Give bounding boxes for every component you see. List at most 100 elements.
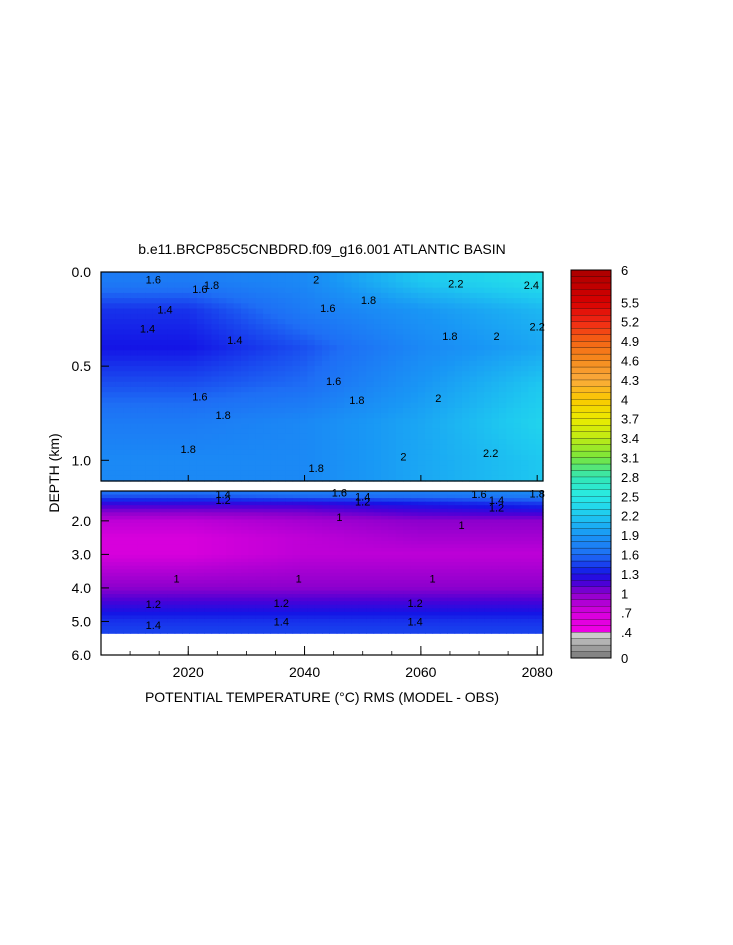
heatmap-cell [277, 508, 286, 513]
heatmap-cell [307, 537, 316, 542]
heatmap-cell [425, 277, 434, 284]
contour-label: 1.4 [355, 492, 370, 504]
heatmap-cell [344, 319, 353, 325]
heatmap-cell [233, 418, 242, 425]
heatmap-cell [218, 444, 227, 451]
heatmap-cell [469, 537, 478, 542]
heatmap-cell [226, 397, 235, 404]
heatmap-cell [152, 350, 161, 357]
heatmap-cell [403, 376, 411, 383]
heatmap-cell [439, 558, 448, 563]
heatmap-cell [167, 277, 176, 284]
heatmap-cell [108, 508, 117, 513]
heatmap-cell [388, 386, 397, 393]
heatmap-cell [358, 551, 367, 556]
heatmap-cell [307, 615, 316, 620]
heatmap-cell [506, 590, 515, 595]
heatmap-cell [366, 576, 375, 581]
heatmap-cell [439, 272, 448, 278]
heatmap-cell [329, 287, 338, 294]
heatmap-cell [204, 376, 213, 383]
heatmap-cell [101, 282, 109, 289]
heatmap-cell [204, 597, 213, 602]
heatmap-cell [410, 515, 419, 521]
heatmap-cell [513, 350, 522, 357]
heatmap-cell [159, 460, 168, 466]
heatmap-cell [432, 418, 441, 425]
heatmap-cell [115, 313, 124, 320]
heatmap-cell [380, 498, 389, 503]
heatmap-cell [520, 608, 529, 613]
heatmap-cell [454, 576, 463, 581]
heatmap-cell [380, 345, 389, 351]
heatmap-cell [395, 547, 404, 553]
heatmap-cell [211, 433, 220, 440]
heatmap-cell [115, 611, 124, 617]
heatmap-cell [167, 618, 176, 624]
heatmap-cell [292, 371, 301, 378]
heatmap-cell [115, 519, 124, 524]
heatmap-cell [520, 576, 529, 581]
heatmap-cell [314, 569, 323, 574]
heatmap-cell [307, 386, 316, 393]
heatmap-cell [476, 444, 485, 451]
x-tick-label: 2080 [522, 664, 553, 680]
heatmap-cell [285, 551, 294, 556]
heatmap-cell [344, 505, 353, 510]
heatmap-cell [373, 272, 382, 278]
heatmap-cell [498, 537, 507, 542]
heatmap-cell [520, 392, 529, 398]
heatmap-cell [196, 355, 205, 362]
heatmap-cell [528, 433, 537, 440]
heatmap-cell [344, 554, 353, 560]
heatmap-cell [240, 572, 249, 577]
heatmap-cell [329, 366, 338, 372]
heatmap-cell [196, 526, 205, 531]
heatmap-cell [388, 423, 397, 430]
heatmap-cell [196, 597, 205, 602]
heatmap-cell [395, 282, 404, 289]
heatmap-cell [248, 360, 257, 367]
heatmap-cell [270, 569, 279, 574]
heatmap-cell [152, 475, 161, 482]
heatmap-cell [277, 569, 286, 574]
heatmap-cell [513, 530, 522, 535]
heatmap-cell [498, 622, 507, 627]
heatmap-cell [447, 324, 456, 331]
colorbar-swatch [570, 450, 612, 458]
heatmap-cell [329, 392, 338, 398]
heatmap-cell [299, 562, 308, 567]
heatmap-cell [410, 618, 419, 624]
heatmap-cell [152, 512, 161, 517]
heatmap-cell [226, 579, 235, 585]
heatmap-cell [329, 629, 338, 634]
heatmap-cell [307, 590, 316, 595]
heatmap-cell [439, 376, 448, 383]
heatmap-cell [123, 303, 132, 310]
heatmap-cell [196, 501, 205, 506]
heatmap-cell [351, 460, 360, 466]
heatmap-cell [115, 292, 124, 299]
heatmap-cell [491, 439, 500, 446]
heatmap-cell [189, 515, 198, 521]
heatmap-cell [469, 444, 478, 451]
heatmap-cell [491, 494, 500, 499]
heatmap-cell [469, 590, 478, 595]
heatmap-cell [322, 334, 330, 341]
heatmap-cell [263, 604, 272, 609]
heatmap-cell [152, 498, 161, 503]
heatmap-cell [211, 572, 220, 577]
heatmap-cell [152, 402, 161, 409]
heatmap-cell [277, 601, 286, 606]
heatmap-cell [115, 576, 124, 581]
heatmap-cell [108, 319, 117, 325]
heatmap-cell [336, 491, 345, 496]
heatmap-cell [189, 460, 198, 466]
heatmap-cell [506, 501, 515, 506]
heatmap-cell [395, 512, 404, 517]
heatmap-cell [182, 439, 190, 446]
heatmap-cell [528, 494, 537, 499]
heatmap-cell [425, 569, 434, 574]
heatmap-cell [520, 439, 529, 446]
heatmap-cell [240, 324, 249, 331]
